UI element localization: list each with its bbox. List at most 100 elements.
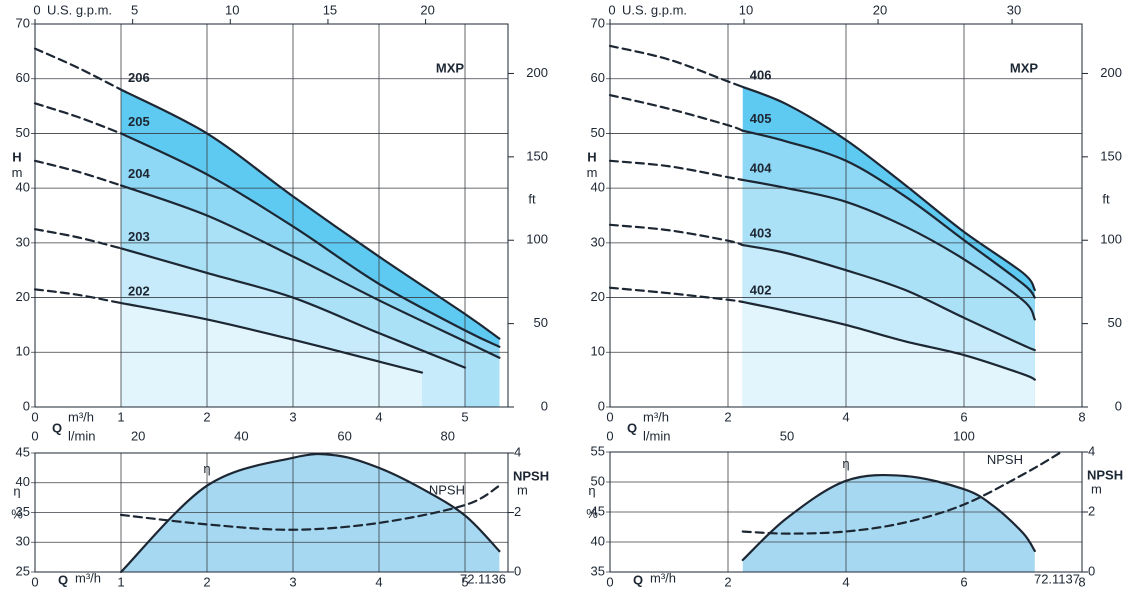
x-tick-label: 6: [960, 574, 967, 589]
y-tick-label: 70: [16, 15, 30, 30]
dashed-curve: [741, 450, 1063, 535]
y2-tick-label: 50: [534, 315, 548, 330]
curve-label: 402: [750, 282, 772, 297]
secondary-x-tick-label: 60: [337, 428, 351, 443]
top-tick-label: 20: [873, 2, 887, 17]
y2-tick-label: 4: [1088, 443, 1095, 458]
top-axis-label: U.S. g.p.m.: [622, 2, 687, 17]
curve-label: 405: [750, 111, 772, 126]
annotation: MXP: [436, 60, 465, 75]
dashed-curve: [608, 159, 744, 182]
plot-frame: [609, 23, 1083, 408]
y-tick-label: 0: [23, 398, 30, 413]
top-tick-label: 10: [739, 2, 753, 17]
dashed-curve: [608, 44, 744, 89]
y2-tick-label: 150: [1100, 148, 1122, 163]
x-tick-label: 4: [375, 409, 382, 424]
curve-label: NPSH: [987, 452, 1023, 467]
top-tick-label: 15: [323, 2, 337, 17]
y-axis-unit: %: [11, 506, 23, 521]
secondary-x-tick-label: 100: [953, 428, 975, 443]
x-tick-label: 0: [606, 574, 613, 589]
dashed-curve: [33, 228, 123, 250]
x-tick-label: 4: [375, 574, 382, 589]
curve-label: η: [842, 456, 849, 471]
y-tick-label: 25: [16, 563, 30, 578]
secondary-x-label: l/min: [68, 428, 95, 443]
x-axis-label: Q: [633, 572, 643, 587]
y2-tick-label: 200: [1100, 65, 1122, 80]
dashed-curve: [608, 223, 744, 247]
curve: [119, 88, 501, 340]
y2-tick-label: 150: [526, 148, 548, 163]
x-tick-label: 6: [960, 409, 967, 424]
y-axis-label: H: [587, 149, 596, 164]
curve: [741, 178, 1036, 321]
x-axis-label: Q: [627, 420, 637, 435]
y2-tick-label: 0: [1115, 398, 1122, 413]
x-tick-label: 2: [203, 409, 210, 424]
y-tick-label: 40: [591, 533, 605, 548]
y-axis-label: H: [12, 149, 21, 164]
plot-frame: [609, 451, 1083, 573]
curve: [741, 243, 1036, 352]
curve: [119, 452, 501, 574]
y2-tick-label: 2: [514, 504, 521, 519]
y-tick-label: 60: [16, 70, 30, 85]
x-axis-label: Q: [58, 572, 68, 587]
x-tick-label: 5: [461, 409, 468, 424]
y-tick-label: 50: [591, 125, 605, 140]
y-tick-label: 0: [598, 398, 605, 413]
secondary-x-tick-label: 20: [131, 428, 145, 443]
secondary-x-tick-label: 0: [606, 428, 613, 443]
y2-tick-label: 200: [526, 65, 548, 80]
x-tick-label: 4: [842, 574, 849, 589]
y-tick-label: 30: [591, 234, 605, 249]
dashed-curve: [33, 288, 123, 305]
y-tick-label: 35: [16, 504, 30, 519]
secondary-x-tick-label: 40: [234, 428, 248, 443]
top-axis-label: U.S. g.p.m.: [47, 2, 112, 17]
y-tick-label: 45: [16, 444, 30, 459]
x-axis-label: Q: [52, 420, 62, 435]
y2-axis-label: NPSH: [1087, 467, 1123, 482]
dashed-curve: [33, 159, 123, 187]
x-tick-label: 4: [842, 409, 849, 424]
x-tick-label: 2: [724, 409, 731, 424]
y2-tick-label: 100: [1100, 232, 1122, 247]
top-tick-label: 0: [608, 2, 615, 17]
x-tick-label: 1: [117, 574, 124, 589]
curve-label: 203: [128, 229, 150, 244]
x-tick-label: 2: [724, 574, 731, 589]
y-tick-label: 40: [16, 474, 30, 489]
y2-axis-label: NPSH: [513, 468, 549, 483]
y-tick-label: 55: [591, 443, 605, 458]
x-tick-label: 3: [289, 574, 296, 589]
x-tick-label: 8: [1078, 574, 1085, 589]
dashed-curve: [608, 94, 744, 132]
y2-axis-label: ft: [528, 192, 536, 207]
y-axis-label: η: [13, 484, 20, 499]
dashed-curve: [608, 286, 744, 304]
y-tick-label: 20: [591, 289, 605, 304]
y-axis-label: η: [588, 483, 595, 498]
y2-tick-label: 100: [526, 232, 548, 247]
figure-code: 72.1136: [460, 571, 506, 586]
x-tick-label: 0: [31, 409, 38, 424]
y2-tick-label: 4: [514, 444, 521, 459]
curve-label: NPSH: [429, 483, 465, 498]
x-axis-unit: m³/h: [643, 409, 669, 424]
plot-frame: [34, 452, 509, 573]
y2-tick-label: 0: [541, 398, 548, 413]
y-tick-label: 30: [16, 234, 30, 249]
y2-axis-unit: m: [1091, 481, 1102, 496]
curve-label: 406: [750, 67, 772, 82]
area-band: [121, 454, 500, 572]
y2-tick-label: 50: [1108, 315, 1122, 330]
area-band: [121, 303, 422, 407]
curve-label: 403: [750, 225, 772, 240]
secondary-x-tick-label: 0: [31, 428, 38, 443]
y2-axis-label: ft: [1102, 192, 1110, 207]
y-tick-label: 10: [591, 344, 605, 359]
